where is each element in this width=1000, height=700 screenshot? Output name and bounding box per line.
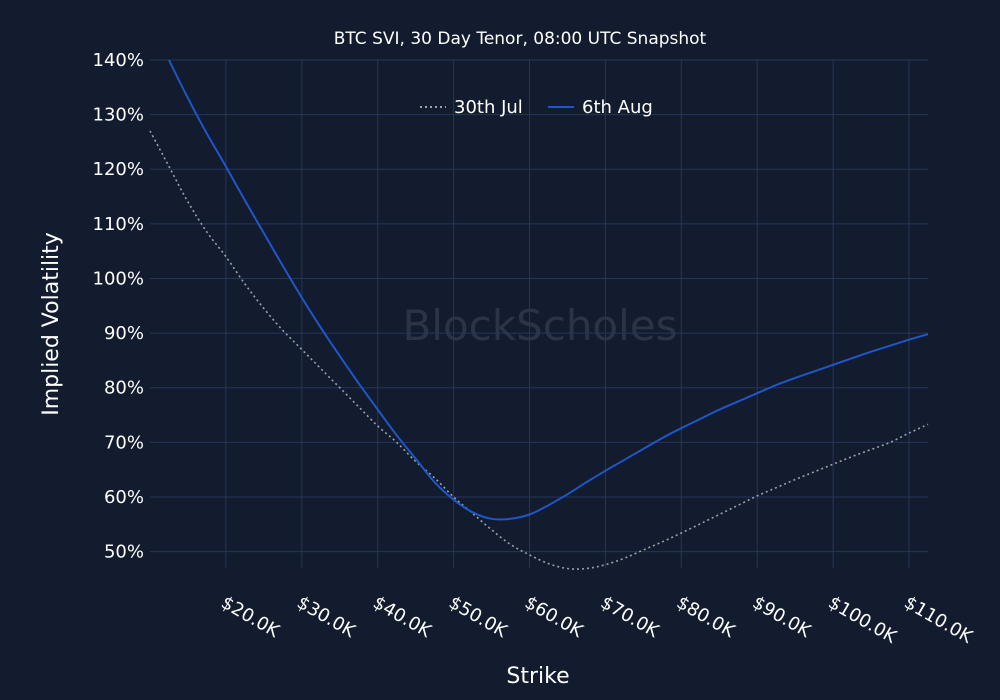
x-tick-label: $60.0K [521, 592, 587, 642]
legend-label: 30th Jul [454, 97, 523, 118]
series-line [149, 130, 929, 570]
series-line [168, 59, 929, 521]
y-tick-label: 130% [93, 105, 144, 126]
grid [150, 59, 928, 568]
x-tick-label: $30.0K [293, 592, 359, 642]
chart-title: BTC SVI, 30 Day Tenor, 08:00 UTC Snapsho… [334, 29, 707, 49]
y-tick-label: 110% [93, 214, 144, 235]
y-tick-label: 90% [104, 323, 144, 344]
y-tick-label: 120% [93, 159, 144, 180]
y-tick-label: 140% [93, 50, 144, 71]
legend-label: 6th Aug [582, 97, 653, 118]
y-axis: 50% 60% 70% 80% 90% 100% 110% 120% 130% 140% [93, 50, 144, 563]
x-axis: $20.0K $30.0K $40.0K $50.0K $60.0K $70.0K $80.… [217, 592, 976, 648]
series-layer [149, 59, 929, 570]
x-axis-title: Strike [506, 664, 569, 689]
x-tick-label: $90.0K [749, 592, 815, 642]
x-tick-label: $20.0K [217, 592, 283, 642]
y-tick-label: 70% [104, 432, 144, 453]
watermark-text: BlockScholes [402, 301, 677, 350]
x-tick-label: $100.0K [825, 592, 901, 648]
x-tick-label: $80.0K [673, 592, 739, 642]
x-tick-label: $70.0K [597, 592, 663, 642]
x-tick-label: $50.0K [445, 592, 511, 642]
x-tick-label: $40.0K [369, 592, 435, 642]
y-tick-label: 50% [104, 542, 144, 563]
legend: 30th Jul 6th Aug [420, 97, 653, 118]
y-tick-label: 100% [93, 268, 144, 289]
y-tick-label: 60% [104, 487, 144, 508]
x-tick-label: $110.0K [901, 592, 977, 648]
y-axis-title: Implied Volatility [39, 232, 64, 416]
y-tick-label: 80% [104, 378, 144, 399]
